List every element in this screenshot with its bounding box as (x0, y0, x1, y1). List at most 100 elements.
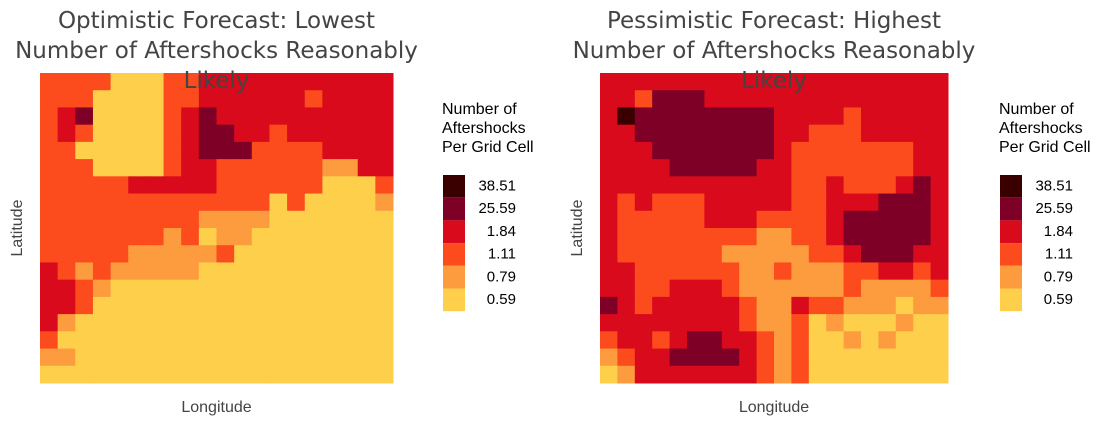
legend-label: 0.79 (487, 268, 516, 285)
heat-cell (826, 193, 845, 212)
chart-title: Optimistic Forecast: Lowest Number of Af… (15, 8, 418, 94)
legend-swatch (443, 265, 465, 289)
heat-cell (198, 314, 217, 332)
heat-cell (322, 314, 341, 332)
heat-cell (721, 90, 740, 108)
heat-cell (145, 228, 165, 246)
heat-cell (198, 262, 217, 281)
heat-cell (669, 90, 688, 108)
heat-cell (739, 314, 758, 332)
heat-cell (251, 107, 270, 126)
heat-cell (340, 159, 359, 177)
heat-cell (163, 348, 182, 367)
heat-cell (145, 348, 165, 367)
heat-cell (357, 245, 376, 263)
heat-cell (687, 210, 705, 229)
heat-cell (617, 228, 636, 246)
heat-cell (826, 124, 845, 143)
heat-cell (652, 262, 671, 281)
heat-cell (287, 245, 306, 263)
heat-cell (669, 365, 688, 384)
legend-swatch (1000, 265, 1022, 289)
heat-cell (617, 73, 636, 91)
heat-cell (75, 348, 94, 367)
heat-cell (669, 279, 688, 298)
heat-cell (669, 73, 688, 91)
heat-cell (774, 141, 792, 160)
heat-cell (634, 107, 653, 126)
heat-cell (57, 193, 76, 212)
heat-cell (322, 90, 341, 108)
heat-cell (40, 124, 59, 143)
heat-cell (269, 193, 288, 212)
heat-cell (930, 107, 949, 126)
heat-cell (704, 159, 723, 177)
heat-cell (340, 365, 359, 384)
heat-cell (878, 245, 897, 263)
heat-cell (756, 124, 775, 143)
heat-cell (721, 262, 740, 281)
heat-cell (40, 90, 59, 108)
heat-cell (808, 124, 827, 143)
heat-cell (163, 296, 182, 315)
heat-cell (251, 279, 270, 298)
heat-cell (57, 279, 76, 298)
heat-cell (110, 262, 129, 281)
heat-cell (861, 262, 879, 281)
heat-cell (40, 314, 59, 332)
heat-cell (721, 365, 740, 384)
heat-cell (756, 90, 775, 108)
heat-cell (739, 279, 758, 298)
heat-cell (375, 279, 394, 298)
heat-cell (198, 176, 217, 195)
heat-cell (808, 348, 827, 367)
heat-cell (340, 107, 359, 126)
heat-cell (617, 348, 636, 367)
heat-cell (269, 73, 288, 91)
heat-cell (808, 141, 827, 160)
heat-cell (251, 262, 270, 281)
heat-cell (895, 193, 914, 212)
heat-cell (251, 176, 270, 195)
heat-cell (304, 245, 323, 263)
heat-cell (895, 210, 914, 229)
heat-cell (234, 193, 253, 212)
heat-cell (92, 279, 112, 298)
heat-cell (234, 314, 253, 332)
heat-cell (110, 73, 129, 91)
heat-cell (128, 176, 147, 195)
heat-cell (913, 210, 932, 229)
heat-cell (808, 279, 827, 298)
heat-cell (739, 90, 758, 108)
heat-cell (930, 279, 949, 298)
heat-cell (181, 331, 200, 350)
heat-cell (234, 124, 253, 143)
heat-cell (75, 228, 94, 246)
heat-cell (304, 107, 323, 126)
heat-cell (110, 141, 129, 160)
heat-cell (375, 141, 394, 160)
heat-cell (774, 245, 792, 263)
heat-cell (861, 296, 879, 315)
heat-cell (861, 141, 879, 160)
heat-cell (669, 141, 688, 160)
heat-cell (110, 210, 129, 229)
heat-cell (878, 193, 897, 212)
heat-cell (340, 176, 359, 195)
heat-cell (704, 314, 723, 332)
heat-cell (878, 176, 897, 195)
heat-cell (687, 331, 705, 350)
heat-cell (92, 107, 112, 126)
heat-cell (774, 228, 792, 246)
heat-cell (287, 124, 306, 143)
heat-cell (198, 90, 217, 108)
heat-cell (251, 90, 270, 108)
heat-cell (687, 279, 705, 298)
heat-cell (634, 331, 653, 350)
heat-cell (322, 193, 341, 212)
heat-cell (163, 176, 182, 195)
heat-cell (669, 124, 688, 143)
heat-cell (791, 193, 810, 212)
heat-cell (269, 210, 288, 229)
